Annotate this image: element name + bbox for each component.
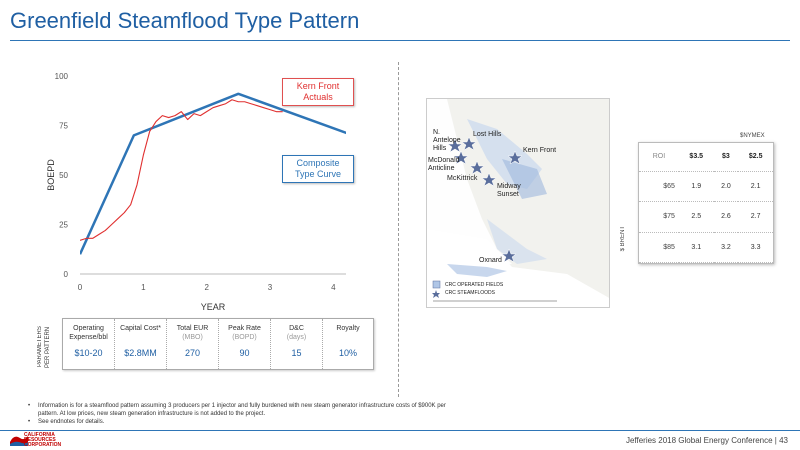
footer-text: Jefferies 2018 Global Energy Conference … [625, 436, 788, 445]
field-marker-icon [447, 138, 463, 153]
param-label: Peak Rate [228, 325, 261, 332]
california-fields-map: N. Antelope Hills Lost Hills Kern Front … [426, 98, 610, 308]
map-label-kern-front: Kern Front [523, 147, 557, 154]
y-axis-label: BOEPD [46, 159, 56, 191]
param-unit: (days) [286, 334, 307, 341]
param-peak-rate: Peak Rate (BOPD) 90 [219, 319, 271, 369]
boepd-line-chart: 0 25 50 75 100 0 1 2 3 4 YEAR BOEPD [46, 72, 346, 312]
footnotes: Information is for a steamflood pattern … [28, 402, 448, 426]
brent-side-label: $ BRENT [620, 226, 626, 252]
param-value: $10-20 [74, 348, 103, 358]
x-tick-label: 1 [141, 283, 146, 292]
row-header: $85 [639, 232, 679, 264]
param-opex: Operating Expense/bbl $10-20 [63, 319, 115, 369]
param-unit: (BOPD) [232, 334, 257, 341]
map-label-oxnard: Oxnard [479, 257, 502, 264]
param-value: $2.8MM [124, 348, 157, 358]
table-cell: 3.2 [713, 232, 739, 264]
kern-front-actuals-series-line [80, 99, 283, 241]
x-tick-label: 4 [331, 283, 336, 292]
param-value: 15 [291, 348, 302, 358]
field-marker-icon [501, 248, 517, 263]
kern-front-actuals-callout: Kern Front Actuals [282, 78, 354, 106]
x-tick-label: 0 [78, 283, 83, 292]
crc-logo-icon [10, 436, 28, 446]
type-curve-series-line [80, 92, 346, 255]
legend-field-swatch [432, 280, 441, 289]
param-total-eur: Total EUR (MBO) 270 [167, 319, 219, 369]
table-corner: ROI [639, 143, 679, 172]
param-label: Operating Expense/bbl [69, 325, 108, 341]
map-legend-fields: CRC OPERATED FIELDS [445, 282, 504, 288]
param-value: 270 [184, 348, 201, 358]
param-label: Royalty [336, 325, 360, 332]
company-logo-text: CALIFORNIA RESOURCES CORPORATION [24, 433, 61, 448]
param-value: 10% [338, 348, 357, 358]
table-cell: 2.5 [678, 201, 714, 233]
table-cell: 1.9 [678, 171, 714, 203]
table-cell: 2.0 [713, 171, 739, 203]
column-header: $3.5 [678, 143, 714, 172]
column-header: $3 [713, 143, 739, 172]
row-header: $75 [639, 201, 679, 233]
param-unit: (MBO) [182, 334, 203, 341]
footer-divider [0, 430, 800, 431]
map-legend-steamfloods: CRC STEAMFLOODS [445, 290, 496, 296]
footnote: Information is for a steamflood pattern … [28, 402, 448, 418]
column-header: $2.5 [738, 143, 773, 172]
y-tick-label: 75 [59, 122, 68, 131]
logo-line: CORPORATION [24, 442, 62, 448]
nymex-caption: $NYMEX [740, 133, 765, 139]
table-cell: 3.3 [738, 232, 773, 264]
parameters-table: Operating Expense/bbl $10-20 Capital Cos… [62, 318, 374, 370]
field-marker-icon [453, 150, 469, 165]
composite-type-curve-callout: Composite Type Curve [282, 155, 354, 183]
table-cell: 2.1 [738, 171, 773, 203]
param-value: 90 [239, 348, 250, 358]
map-graphic [427, 99, 609, 307]
map-label-lost-hills: Lost Hills [473, 131, 502, 138]
row-header: $65 [639, 171, 679, 203]
param-dc-days: D&C (days) 15 [271, 319, 323, 369]
logo-line: CALIFORNIA [24, 432, 55, 438]
table-cell: 2.6 [713, 201, 739, 233]
y-tick-label: 50 [59, 171, 68, 180]
param-capital-cost: Capital Cost* $2.8MM [115, 319, 167, 369]
map-label-mcdonald-anticline: McDonald Anticline [428, 157, 460, 172]
param-label: D&C [289, 325, 304, 332]
field-marker-icon [469, 160, 485, 175]
map-label-n-antelope-hills: N. Antelope Hills [433, 129, 461, 152]
param-royalty: Royalty 10% [323, 319, 373, 369]
x-tick-label: 2 [204, 283, 209, 292]
x-tick-label: 3 [268, 283, 273, 292]
table-cell: 3.1 [678, 232, 714, 264]
param-label: Total EUR [176, 325, 209, 332]
table-row: $75 2.5 2.6 2.7 [639, 201, 773, 233]
field-marker-icon [461, 136, 477, 151]
table-header-row: ROI $3.5 $3 $2.5 [639, 143, 773, 172]
param-label: Capital Cost* [120, 325, 161, 332]
map-label-midway-sunset: Midway Sunset [497, 183, 521, 198]
title-divider [10, 40, 790, 41]
field-marker-icon [481, 172, 497, 187]
params-side-label: PARAMETERS PER PATTERN [37, 326, 51, 368]
logo-line: RESOURCES [24, 437, 56, 443]
field-marker-icon [507, 150, 523, 165]
footnote: See endnotes for details. [28, 418, 448, 426]
roi-sensitivity-table: ROI $3.5 $3 $2.5 $65 1.9 2.0 2.1 $75 2.5… [638, 142, 774, 264]
x-axis-label: YEAR [201, 302, 226, 312]
table-row: $65 1.9 2.0 2.1 [639, 171, 773, 203]
map-label-mckittrick: McKittrick [447, 175, 478, 182]
y-tick-label: 100 [55, 72, 69, 81]
slide-title: Greenfield Steamflood Type Pattern [10, 8, 360, 33]
section-divider [398, 62, 399, 397]
legend-steamflood-icon [432, 290, 440, 298]
y-tick-label: 25 [59, 221, 68, 230]
table-cell: 2.7 [738, 201, 773, 233]
y-tick-label: 0 [64, 270, 69, 279]
table-row: $85 3.1 3.2 3.3 [639, 232, 773, 264]
